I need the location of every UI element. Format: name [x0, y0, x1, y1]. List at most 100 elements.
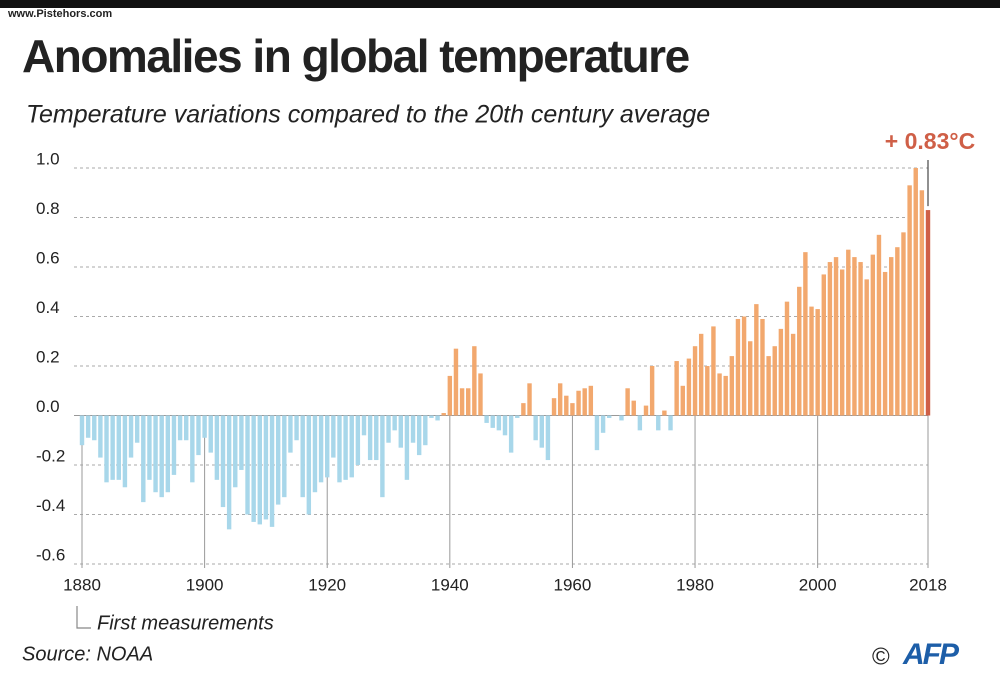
bar [521, 403, 526, 416]
y-tick-label: 0.0 [36, 397, 60, 416]
bar [429, 415, 434, 418]
bar [717, 373, 722, 416]
top-bar [0, 0, 1000, 8]
bar [858, 262, 863, 416]
bar [208, 415, 213, 453]
bar [325, 415, 330, 478]
bar [110, 415, 115, 480]
bar [527, 383, 532, 416]
bar [680, 385, 685, 416]
bar [92, 415, 97, 441]
x-tick-label: 1920 [308, 575, 346, 594]
x-tick-label: 1900 [186, 575, 224, 594]
chart-subtitle: Temperature variations compared to the 2… [26, 101, 710, 129]
bar [374, 415, 379, 461]
bar [876, 234, 882, 416]
bar [226, 415, 232, 530]
bar [190, 415, 195, 483]
bar [98, 415, 103, 458]
bar [472, 346, 477, 416]
bar [723, 375, 728, 416]
bar [827, 262, 833, 416]
bar [815, 309, 820, 416]
bar [416, 415, 422, 456]
bar [484, 415, 489, 423]
copyright: © [872, 643, 890, 670]
bar [459, 388, 465, 416]
bar [515, 415, 520, 418]
bar [631, 400, 636, 416]
y-tick-label: 0.2 [36, 347, 60, 366]
bar [564, 395, 569, 416]
bar [490, 415, 495, 428]
bar [466, 388, 471, 416]
bar [239, 415, 244, 470]
bar [251, 415, 256, 522]
bar [478, 373, 483, 416]
bar [600, 415, 606, 433]
bar [735, 318, 741, 416]
x-tick-label: 1880 [63, 575, 101, 594]
y-tick-label: 0.4 [36, 298, 60, 317]
bar [435, 415, 440, 421]
bar [803, 252, 808, 416]
bar [337, 415, 342, 483]
bar [846, 249, 851, 416]
bar [386, 415, 391, 443]
bar [343, 415, 348, 480]
bar [318, 415, 324, 483]
bar [275, 415, 281, 505]
bar [594, 415, 600, 451]
bar [116, 415, 121, 480]
bar [729, 356, 735, 416]
bar [839, 269, 845, 416]
bar [85, 415, 91, 438]
bar [165, 415, 171, 493]
bar [104, 415, 109, 483]
bar [288, 415, 293, 453]
bar [754, 304, 759, 416]
bar [269, 415, 275, 527]
bar [895, 247, 900, 416]
bar [637, 415, 643, 431]
bar [159, 415, 164, 498]
y-tick-label: -0.6 [36, 545, 65, 564]
bar [797, 286, 802, 416]
bar [496, 415, 502, 431]
bar [447, 375, 453, 416]
bar [306, 415, 312, 515]
y-tick-label: -0.4 [36, 496, 65, 515]
annotation-bracket [76, 606, 91, 629]
bar [607, 415, 612, 418]
bar [809, 306, 814, 416]
bar [901, 232, 906, 416]
bar [662, 410, 667, 416]
bar [282, 415, 287, 498]
bar [233, 415, 238, 488]
bar [171, 415, 177, 475]
bar [741, 316, 747, 416]
bar [919, 190, 925, 416]
bar [790, 333, 796, 416]
bar [153, 415, 158, 493]
bar [711, 326, 716, 416]
bar [380, 415, 385, 498]
bar [202, 415, 207, 438]
bar [508, 415, 514, 453]
bar [852, 257, 857, 416]
bar [576, 390, 581, 416]
bar [778, 328, 784, 416]
y-tick-label: 0.6 [36, 248, 60, 267]
bar [870, 254, 876, 416]
bar [214, 415, 220, 480]
bar [263, 415, 269, 520]
bar [404, 415, 410, 480]
bar [674, 361, 679, 416]
bar [766, 356, 771, 416]
bar [551, 398, 557, 416]
bar [392, 415, 397, 431]
bar [79, 415, 85, 446]
bar [220, 415, 226, 508]
bar [582, 388, 587, 416]
